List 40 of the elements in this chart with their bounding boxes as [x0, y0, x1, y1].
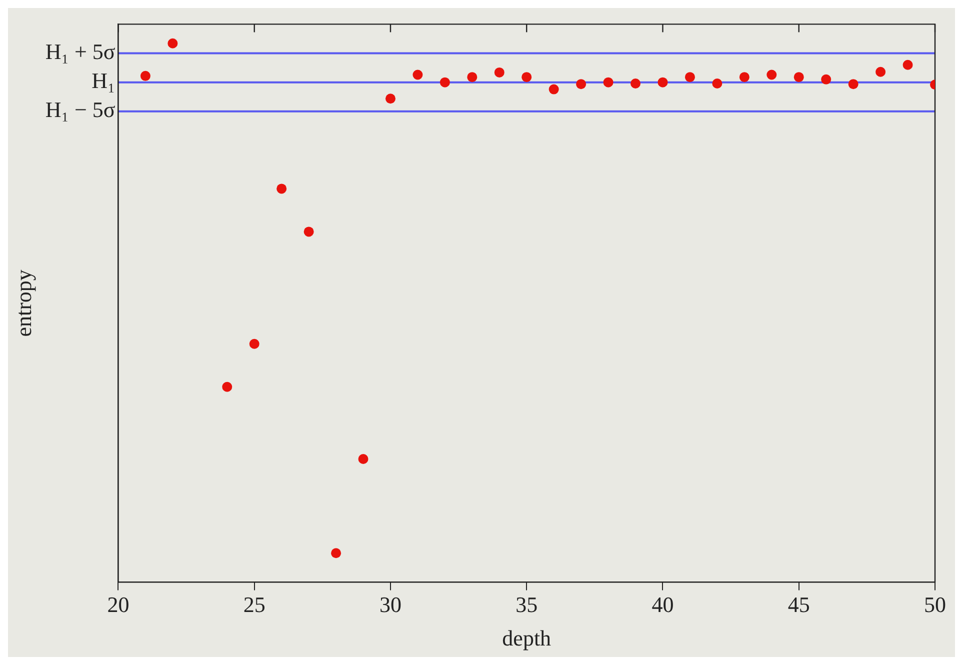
- y-tick-label: H₁ − 5σ: [45, 97, 116, 122]
- x-tick-label: 40: [652, 592, 674, 618]
- point: [876, 66, 886, 77]
- point: [276, 184, 287, 194]
- point: [467, 72, 478, 82]
- y-tick-label: H₁: [92, 68, 116, 94]
- x-tick-label: 30: [379, 592, 402, 618]
- point: [168, 38, 178, 48]
- x-tick-label: 20: [107, 592, 130, 618]
- point: [902, 60, 913, 70]
- point: [440, 77, 450, 88]
- x-tick-label: 45: [788, 592, 810, 618]
- x-tick-label: 25: [243, 592, 266, 618]
- point: [249, 338, 260, 349]
- x-tick-label: 35: [516, 592, 538, 618]
- point: [412, 70, 423, 80]
- point: [658, 77, 668, 88]
- point: [140, 70, 150, 81]
- point: [848, 79, 858, 90]
- point: [548, 84, 559, 94]
- point: [739, 72, 750, 82]
- x-axis-title: depth: [502, 626, 552, 651]
- point: [222, 382, 232, 392]
- y-tick-label: H₁ + 5σ: [45, 39, 116, 64]
- point: [603, 77, 614, 88]
- point: [794, 72, 804, 82]
- y-axis-title: entropy: [10, 270, 36, 337]
- point: [630, 78, 641, 88]
- point: [522, 72, 532, 82]
- point: [358, 454, 368, 464]
- point: [766, 70, 777, 80]
- point: [494, 67, 504, 78]
- point: [385, 94, 396, 104]
- x-tick-label: 50: [924, 592, 946, 618]
- point: [684, 72, 695, 82]
- point: [331, 548, 342, 558]
- point: [576, 79, 586, 90]
- point: [712, 78, 722, 88]
- point: [304, 226, 314, 237]
- point: [821, 74, 832, 84]
